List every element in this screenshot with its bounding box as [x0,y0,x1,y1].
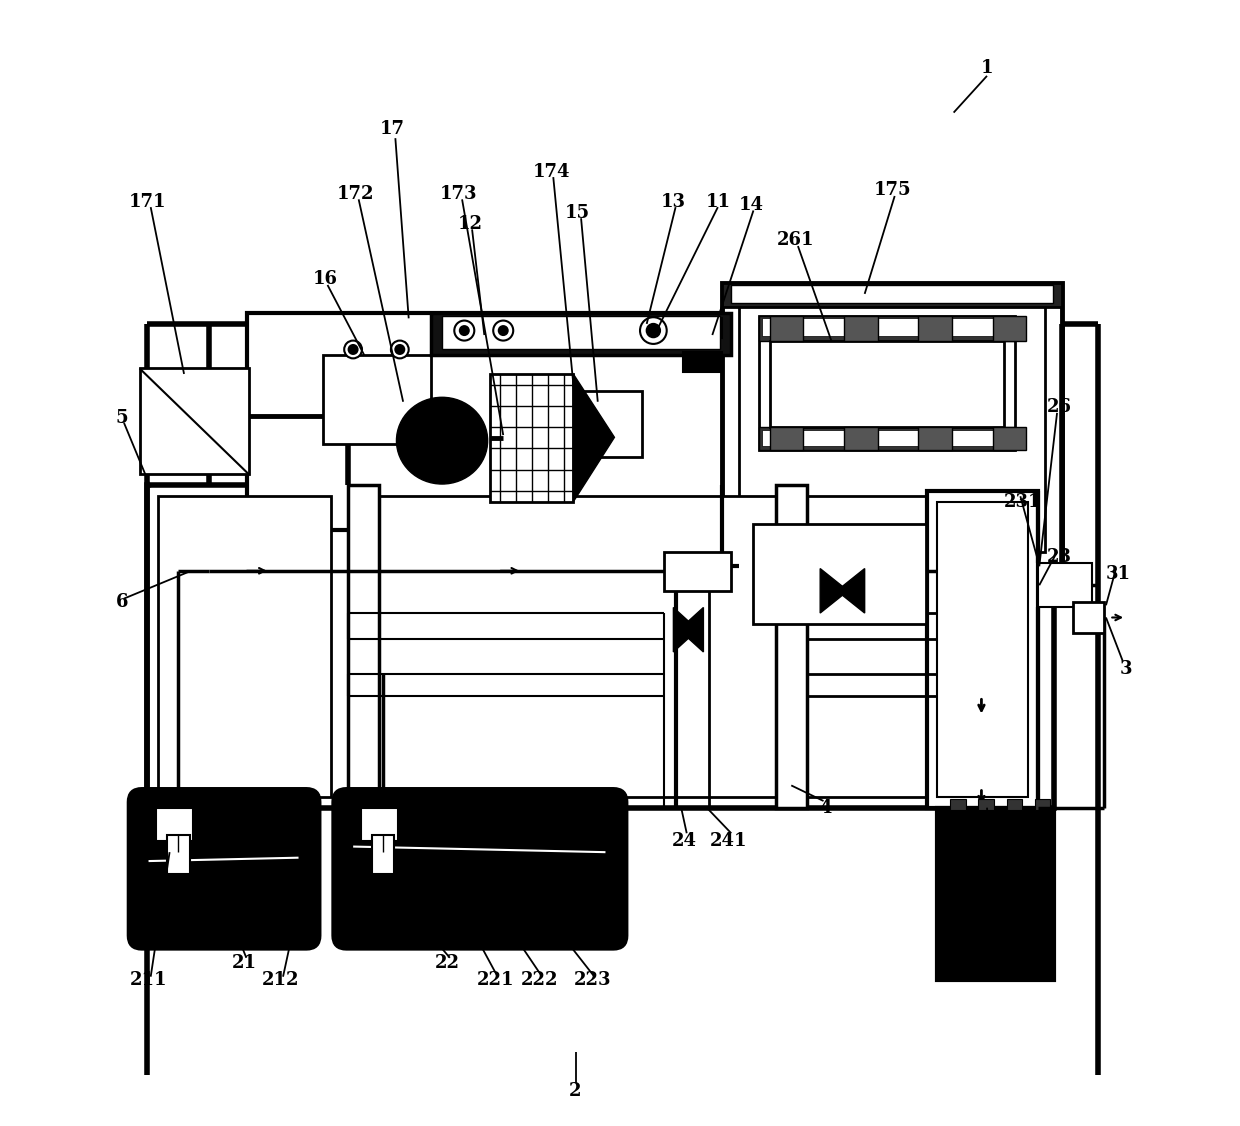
Text: 2: 2 [569,1082,582,1100]
Bar [1073,602,1104,633]
Bar [575,391,642,457]
Bar [490,374,573,502]
Circle shape [494,321,513,340]
Text: 13: 13 [661,193,686,211]
Bar [683,319,723,338]
Bar [937,502,1028,796]
Bar [159,497,331,796]
Text: 174: 174 [532,162,570,180]
Polygon shape [837,569,864,613]
Bar [347,485,378,807]
Circle shape [647,324,660,338]
Bar [140,368,248,474]
Bar [763,429,1012,446]
FancyBboxPatch shape [129,788,320,949]
Text: 16: 16 [312,270,337,288]
Bar [248,313,732,529]
Text: 211: 211 [130,971,167,989]
Text: 24: 24 [672,832,697,850]
Bar [937,807,1054,980]
Bar [443,316,720,349]
Bar [770,428,804,449]
Bar [770,316,804,340]
Bar [950,798,966,810]
Circle shape [498,327,507,336]
Bar [1007,798,1022,810]
Bar [732,285,1053,303]
Bar [372,835,394,875]
Bar [665,552,732,591]
Text: 5: 5 [115,410,128,428]
Bar [992,428,1025,449]
Bar [739,296,1045,552]
Circle shape [460,327,469,336]
Bar [770,340,1003,428]
Bar [347,497,937,796]
Bar [978,798,994,810]
Text: 11: 11 [706,193,730,211]
Text: 6: 6 [115,593,128,611]
Text: 1: 1 [981,59,993,77]
Text: 172: 172 [336,185,374,203]
Circle shape [391,340,409,358]
Text: 25: 25 [980,849,1006,867]
Bar [1038,563,1091,608]
Circle shape [454,321,475,340]
Text: 15: 15 [565,204,590,222]
Bar [432,313,732,355]
Circle shape [396,345,404,354]
Polygon shape [673,608,698,652]
Bar [324,355,432,444]
Bar [759,428,1014,449]
Bar [759,316,1014,449]
Bar [919,316,952,340]
Circle shape [640,318,667,343]
Bar [776,485,807,807]
Text: 223: 223 [573,971,611,989]
Bar [844,316,878,340]
Text: 171: 171 [129,193,166,211]
Polygon shape [820,569,848,613]
Polygon shape [573,374,615,502]
Text: 3: 3 [1120,660,1132,678]
Text: 26: 26 [1047,399,1071,417]
Text: 22: 22 [435,955,460,973]
Text: 261: 261 [777,232,815,250]
Bar [919,428,952,449]
Text: 212: 212 [262,971,300,989]
Text: 4: 4 [820,798,832,816]
Text: 31: 31 [1106,565,1131,583]
Bar [148,485,1054,807]
FancyBboxPatch shape [334,788,626,949]
Bar [928,491,1038,807]
Text: 21: 21 [232,955,257,973]
Text: 12: 12 [458,215,482,233]
Text: 17: 17 [379,120,404,138]
Circle shape [345,340,362,358]
Ellipse shape [397,397,487,484]
Bar [754,524,926,624]
Circle shape [348,345,357,354]
Bar [763,319,1012,337]
Text: 221: 221 [476,971,515,989]
Bar [844,428,878,449]
Bar [723,283,1061,307]
Text: 175: 175 [874,181,911,199]
Bar [992,316,1025,340]
Text: 241: 241 [711,832,748,850]
Bar [1035,798,1050,810]
Bar [723,283,1061,566]
Text: 23: 23 [1047,548,1071,566]
Text: 14: 14 [739,196,764,214]
Bar [167,835,190,875]
Polygon shape [680,608,703,652]
Bar [361,807,398,841]
Text: 173: 173 [440,185,477,203]
Bar [683,351,723,372]
Bar [156,807,193,841]
Text: 231: 231 [1004,493,1042,511]
Text: 222: 222 [521,971,559,989]
Bar [759,316,1014,340]
